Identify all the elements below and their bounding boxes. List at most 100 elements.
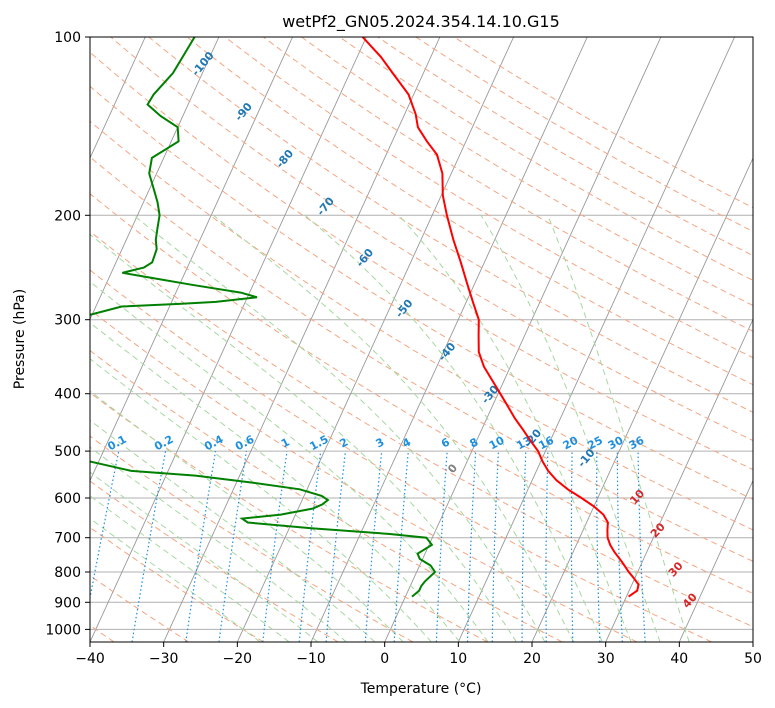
mixing-ratio-line [435, 451, 448, 642]
moist-adiabat-label: 30 [666, 559, 686, 579]
temperature-line [361, 37, 640, 598]
y-tick-label: 800 [54, 565, 81, 581]
x-tick-label: −20 [223, 651, 253, 667]
dry-adiabat-label: -60 [353, 246, 376, 270]
y-tick-label: 300 [54, 313, 81, 329]
moist-adiabat [213, 214, 575, 642]
mixing-ratio-line [570, 451, 574, 642]
dry-adiabat [90, 193, 753, 595]
mixing-ratio-line [364, 451, 383, 642]
dry-adiabats [90, 37, 753, 642]
isotherm-line [752, 640, 753, 642]
y-axis-label: Pressure (hPa) [12, 289, 28, 389]
dry-adiabat [263, 37, 753, 332]
y-axis-ticks: 100 200 300 400 500 600 700 800 900 1000 [45, 30, 90, 638]
dry-adiabat-label: -80 [273, 147, 296, 171]
isotherm-line [531, 157, 753, 642]
moist-adiabat-label: 10 [627, 487, 647, 507]
moist-adiabat [480, 215, 661, 642]
y-tick-label: 700 [54, 531, 81, 547]
chart-title: wetPf2_GN05.2024.354.14.10.G15 [282, 12, 560, 32]
mixing-ratio-label: 1 [279, 435, 292, 450]
isotherm-line [90, 37, 146, 160]
dry-adiabat-label: -100 [189, 49, 217, 79]
mixing-ratio-label: 6 [439, 435, 452, 450]
dry-adiabat [90, 156, 753, 562]
x-axis-ticks: −40 −30 −20 −10 0 10 20 30 40 50 [75, 642, 762, 667]
dry-adiabat [186, 37, 753, 386]
isotherm-line [605, 318, 753, 642]
dry-adiabat [90, 230, 753, 628]
dry-adiabat [90, 349, 563, 642]
dry-adiabat [148, 37, 753, 413]
line-labels: 0.1 0.2 0.4 0.6 1 1.5 2 3 4 6 8 10 13 16 20 25 30 36-100-… [105, 49, 700, 611]
x-tick-label: 20 [523, 651, 541, 667]
mixing-ratio-lines [90, 450, 646, 642]
dry-adiabat-label: -40 [436, 340, 459, 364]
mixing-ratio-line [393, 451, 409, 642]
y-tick-label: 600 [54, 491, 81, 507]
x-axis-label: Temperature (°C) [360, 681, 482, 697]
isotherm-grid [0, 37, 753, 642]
sounding-profiles [90, 37, 640, 598]
y-tick-label: 400 [54, 387, 81, 403]
isotherm-line [457, 37, 736, 642]
mixing-ratio-label: 10 [487, 434, 507, 453]
mixing-ratio-line [262, 451, 288, 642]
moist-adiabat [398, 214, 632, 642]
x-tick-label: 10 [449, 651, 467, 667]
moist-adiabat [90, 322, 461, 642]
mixing-ratio-line [637, 451, 646, 642]
mixing-ratio-line [185, 451, 217, 642]
x-tick-label: 40 [670, 651, 688, 667]
isotherm-line [90, 37, 294, 482]
mixing-ratio-label: 36 [627, 434, 647, 453]
moist-adiabat [90, 495, 290, 642]
moist-adiabat [133, 214, 546, 642]
isotherm-line [90, 37, 220, 321]
mixing-ratio-line [218, 451, 247, 642]
dry-adiabat [90, 480, 339, 642]
x-tick-label: −10 [296, 651, 326, 667]
moist-adiabat [90, 390, 404, 642]
moist-adiabat [90, 517, 261, 642]
isotherm-line [384, 37, 662, 642]
dry-adiabat [90, 574, 190, 642]
mixing-ratio-line [131, 450, 167, 642]
y-tick-label: 1000 [45, 622, 81, 638]
dry-adiabat-label: -90 [232, 100, 255, 124]
dry-adiabat-label: -70 [314, 194, 337, 218]
dry-adiabat [339, 37, 753, 281]
x-tick-label: 0 [380, 651, 389, 667]
dry-adiabat [110, 37, 753, 442]
moist-adiabat [90, 446, 347, 642]
moist-adiabat [547, 215, 690, 642]
mixing-ratio-label: 30 [606, 434, 626, 453]
dry-adiabat [90, 120, 753, 531]
dry-adiabat [90, 85, 753, 500]
isobar-grid [90, 37, 753, 630]
dry-adiabat [90, 392, 488, 642]
mixing-ratio-label: 0.4 [202, 433, 226, 454]
mixing-ratio-label: 4 [400, 435, 413, 450]
mixing-ratio-label: 0.6 [233, 433, 257, 454]
isotherm-line [236, 37, 515, 642]
y-tick-label: 500 [54, 444, 81, 460]
plot-frame [89, 36, 754, 643]
isotherm-line [0, 37, 72, 642]
mixing-ratio-line [596, 451, 601, 642]
mixing-ratio-label: 0.1 [105, 433, 128, 454]
mixing-ratio-label: 16 [536, 434, 556, 453]
dewpoint-line [90, 37, 437, 598]
y-tick-label: 200 [54, 208, 81, 224]
dry-adiabat-label: -30 [479, 383, 502, 407]
y-tick-label: 900 [54, 595, 81, 611]
isotherm-line [163, 37, 441, 642]
mixing-ratio-label: 25 [585, 434, 605, 453]
mixing-ratio-label: 20 [561, 434, 581, 453]
dry-adiabat [90, 309, 638, 642]
moist-adiabat [304, 214, 603, 642]
dry-adiabat [90, 435, 414, 642]
plot-area: 0.1 0.2 0.4 0.6 1 1.5 2 3 4 6 8 10 13 16 20 25 30 36-100-… [0, 37, 753, 642]
